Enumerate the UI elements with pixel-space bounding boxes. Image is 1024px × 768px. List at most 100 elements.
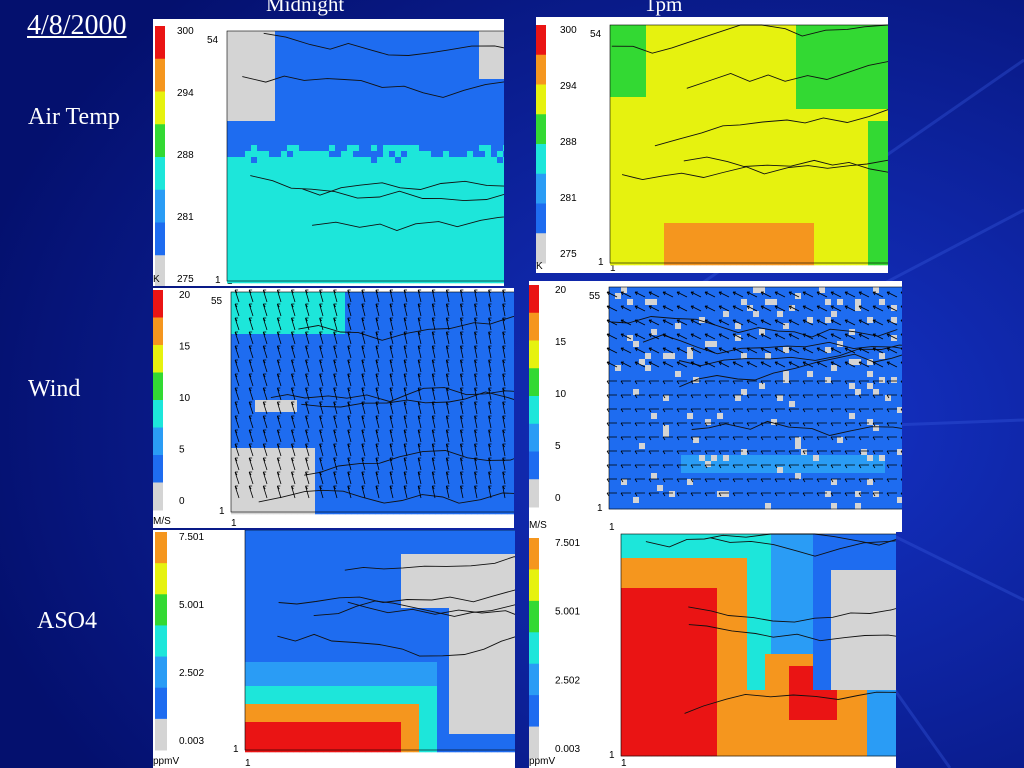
colorbar-tick-label: 20: [555, 285, 567, 296]
map-field: [227, 31, 504, 284]
y-max-label: 55: [589, 291, 601, 302]
colorbar-segment: [155, 26, 165, 60]
colorbar-segment: [529, 663, 539, 696]
colorbar-tick-label: 5: [555, 441, 561, 452]
colorbar-tick-label: 7.501: [179, 532, 204, 543]
map-frame: [608, 286, 902, 510]
colorbar-segment: [529, 285, 539, 314]
colorbar-tick-label: 288: [560, 137, 577, 148]
row-label-aso4: ASO4: [37, 608, 98, 634]
panel-air-temp-midnight: 300294288281275K541166: [153, 19, 504, 286]
colorbar-segment: [536, 84, 546, 115]
colorbar-segment: [153, 372, 163, 401]
map-field: [609, 287, 902, 510]
colorbar-segment: [155, 532, 167, 564]
colorbar-tick-label: 300: [560, 25, 577, 36]
colorbar-tick-label: 275: [177, 274, 194, 285]
colorbar-segment: [536, 114, 546, 145]
colorbar-segment: [155, 718, 167, 751]
row-label-air-temp: Air Temp: [28, 104, 120, 130]
unit-label: K: [153, 274, 160, 285]
y-min-label: 1: [598, 257, 604, 268]
colorbar-segment: [153, 482, 163, 511]
map-frame: [244, 530, 515, 751]
colorbar-segment: [529, 538, 539, 570]
colorbar-segment: [153, 290, 163, 318]
colorbar-segment: [155, 625, 167, 658]
colorbar-tick-label: 5.001: [555, 607, 580, 618]
colorbar-tick-label: 281: [177, 212, 194, 223]
colorbar-segment: [529, 368, 539, 397]
colorbar-tick-label: 294: [560, 81, 577, 92]
colorbar-segment: [155, 222, 165, 256]
map-field: [621, 534, 896, 757]
colorbar-tick-label: 300: [177, 26, 194, 37]
map-frame: [230, 291, 514, 513]
colorbar-segment: [155, 91, 165, 125]
colorbar-segment: [155, 157, 165, 191]
y-min-label: 1: [215, 275, 221, 286]
colorbar-tick-label: 10: [179, 393, 191, 404]
colorbar-segment: [529, 423, 539, 452]
boundary-lines: [277, 556, 515, 657]
x-min-label: 1: [610, 263, 616, 273]
y-min-label: 1: [219, 506, 225, 517]
colorbar-tick-label: 0.003: [179, 736, 204, 747]
colorbar-segment: [529, 695, 539, 728]
map-field: [610, 25, 888, 266]
panel-air-temp-1pm: 300294288281275K541166: [536, 17, 888, 273]
colorbar-segment: [536, 203, 546, 234]
colorbar-segment: [536, 233, 546, 264]
unit-label: K: [536, 261, 543, 272]
colorbar-segment: [536, 173, 546, 204]
boundary-lines: [645, 533, 896, 714]
colorbar-tick-label: 15: [179, 342, 191, 353]
colorbar-tick-label: 294: [177, 88, 194, 99]
y-min-label: 1: [609, 750, 615, 761]
colorbar-segment: [153, 345, 163, 373]
map-frame: [609, 24, 888, 264]
slide-date: 4/8/2000: [27, 10, 127, 41]
colorbar-segment: [155, 189, 165, 223]
unit-label: M/S: [153, 516, 171, 527]
panel-svg: 300294288281275K541166: [536, 24, 888, 273]
colorbar-segment: [536, 25, 546, 56]
wind-arrows: [234, 289, 506, 499]
colorbar-segment: [529, 312, 539, 341]
x-min-label: 1: [609, 522, 615, 532]
colorbar-segment: [155, 124, 165, 158]
wind-arrows: [606, 291, 902, 497]
y-min-label: 1: [233, 744, 239, 755]
colorbar-tick-label: 7.501: [555, 538, 580, 549]
colorbar-segment: [529, 451, 539, 480]
colorbar-tick-label: 15: [555, 337, 567, 348]
colorbar-segment: [155, 563, 167, 595]
colorbar-segment: [155, 656, 167, 689]
colorbar-segment: [153, 455, 163, 483]
colorbar-segment: [536, 54, 546, 85]
colorbar-segment: [153, 427, 163, 456]
x-min-label: 1: [231, 518, 237, 528]
x-min-label: 1: [621, 758, 627, 768]
colorbar-tick-label: 275: [560, 249, 577, 260]
colorbar-segment: [153, 317, 163, 346]
map-frame: [226, 30, 504, 282]
colorbar-tick-label: 288: [177, 150, 194, 161]
boundary-lines: [242, 32, 504, 231]
map-field: [245, 530, 515, 753]
panel-svg: 300294288281275K541166: [153, 26, 504, 286]
colorbar-tick-label: 0: [555, 493, 561, 504]
y-min-label: 1: [597, 503, 603, 514]
map-frame: [620, 533, 896, 757]
colorbar-segment: [529, 479, 539, 508]
colorbar-tick-label: 5: [179, 445, 185, 456]
colorbar-segment: [529, 726, 539, 759]
colorbar-tick-label: 281: [560, 193, 577, 204]
